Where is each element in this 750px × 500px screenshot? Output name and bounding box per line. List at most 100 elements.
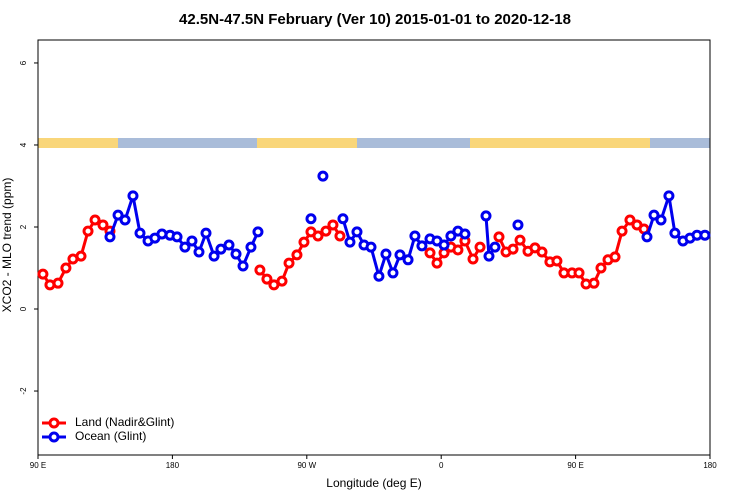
point — [648, 209, 660, 221]
point — [373, 270, 385, 282]
point — [215, 243, 227, 255]
point — [291, 249, 303, 261]
point — [467, 253, 479, 265]
point — [52, 277, 64, 289]
point — [171, 231, 183, 243]
legend-marker — [48, 431, 60, 443]
ocean-strip — [38, 138, 710, 148]
point — [254, 264, 266, 276]
point — [387, 267, 399, 279]
point — [438, 239, 450, 251]
point — [97, 219, 109, 231]
point — [551, 255, 563, 267]
point — [237, 260, 249, 272]
plot-frame — [37, 39, 711, 456]
point — [60, 262, 72, 274]
point — [351, 226, 363, 238]
point — [75, 250, 87, 262]
x-tick-label: 180 — [703, 461, 717, 470]
x-tick-label: 90 E — [567, 461, 583, 470]
point — [327, 219, 339, 231]
point — [624, 214, 636, 226]
point — [699, 229, 711, 241]
point — [334, 230, 346, 242]
y-tick-label: 4 — [19, 142, 28, 147]
point — [208, 250, 220, 262]
chart-title: 42.5N-47.5N February (Ver 10) 2015-01-01… — [179, 11, 571, 28]
point — [663, 190, 675, 202]
point — [112, 209, 124, 221]
point — [459, 228, 471, 240]
point — [483, 250, 495, 262]
point — [514, 234, 526, 246]
point — [104, 231, 116, 243]
point — [193, 246, 205, 258]
point — [489, 241, 501, 253]
x-tick-label: 90 W — [297, 461, 316, 470]
point — [573, 267, 585, 279]
point — [595, 262, 607, 274]
point — [416, 240, 428, 252]
y-tick-label: 0 — [19, 306, 28, 311]
point — [536, 246, 548, 258]
point — [452, 244, 464, 256]
point — [223, 239, 235, 251]
point — [119, 214, 131, 226]
point — [312, 230, 324, 242]
point — [179, 241, 191, 253]
y-tick-label: -2 — [19, 387, 28, 395]
point — [261, 273, 273, 285]
point — [317, 170, 329, 182]
point — [82, 225, 94, 237]
point — [89, 214, 101, 226]
point — [480, 210, 492, 222]
point — [507, 243, 519, 255]
x-tick-label: 0 — [439, 461, 444, 470]
point — [474, 241, 486, 253]
series-line — [41, 217, 645, 287]
point — [245, 241, 257, 253]
legend-label: Land (Nadir&Glint) — [75, 415, 174, 429]
land-strip — [38, 138, 118, 148]
point — [344, 236, 356, 248]
legend-label: Ocean (Glint) — [75, 429, 146, 443]
point — [186, 235, 198, 247]
x-tick-label: 180 — [166, 461, 180, 470]
point — [394, 249, 406, 261]
point — [252, 226, 264, 238]
point — [305, 213, 317, 225]
point — [380, 248, 392, 260]
point — [493, 231, 505, 243]
point — [37, 268, 49, 280]
point — [276, 275, 288, 287]
point — [200, 227, 212, 239]
point — [424, 247, 436, 259]
point — [609, 251, 621, 263]
point — [445, 230, 457, 242]
point — [616, 225, 628, 237]
point — [588, 277, 600, 289]
point — [641, 231, 653, 243]
point — [431, 257, 443, 269]
point — [230, 248, 242, 260]
point — [127, 190, 139, 202]
surface-strip — [38, 138, 710, 148]
point — [298, 236, 310, 248]
point — [409, 230, 421, 242]
point — [337, 213, 349, 225]
land-strip — [257, 138, 357, 148]
point — [320, 225, 332, 237]
x-axis-label: Longitude (deg E) — [326, 476, 421, 490]
point — [283, 257, 295, 269]
y-tick-label: 6 — [19, 60, 28, 65]
point — [512, 219, 524, 231]
point — [365, 241, 377, 253]
x-tick-label: 90 E — [30, 461, 46, 470]
point — [134, 227, 146, 239]
point — [669, 227, 681, 239]
point — [655, 214, 667, 226]
point — [402, 254, 414, 266]
legend-marker — [48, 417, 60, 429]
y-tick-label: 2 — [19, 224, 28, 229]
